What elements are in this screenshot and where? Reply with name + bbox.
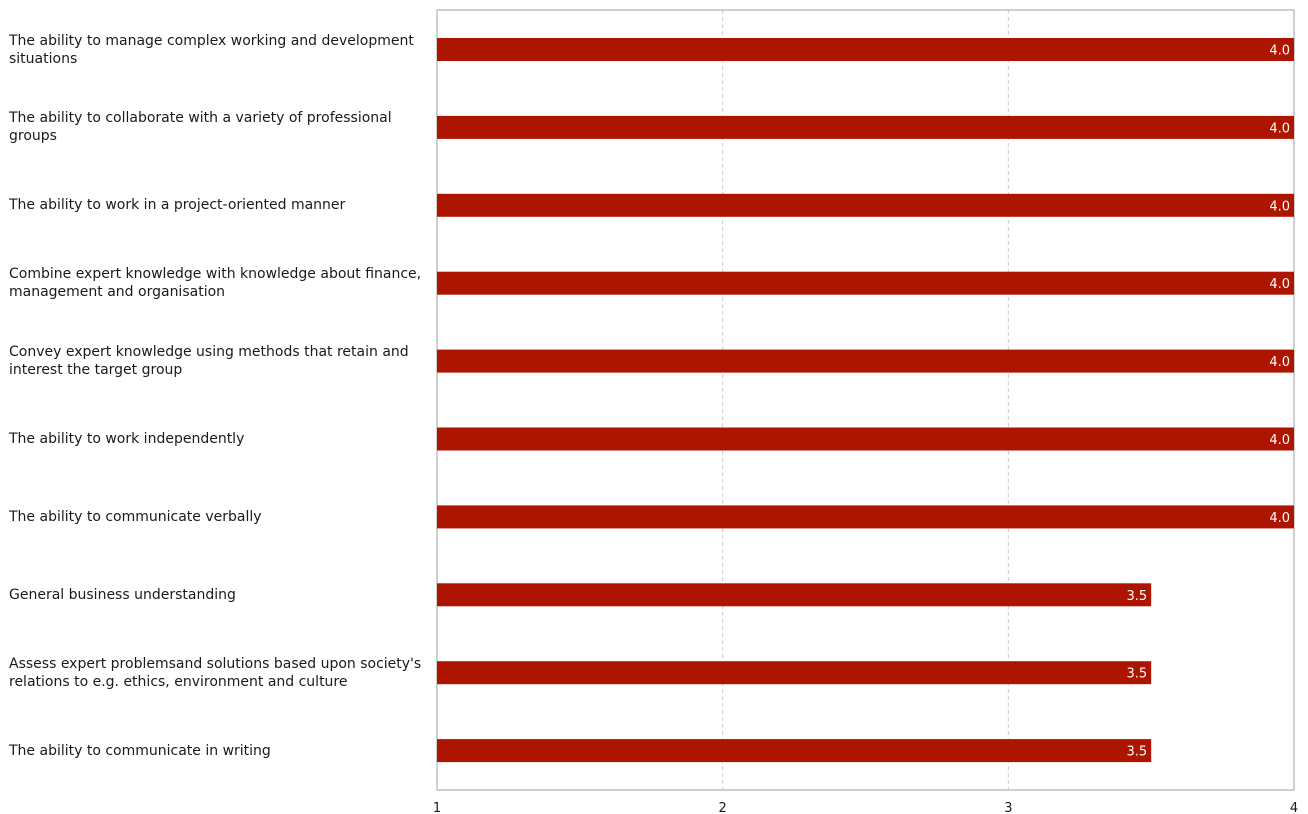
x-tick-label: 2 [719, 801, 727, 814]
category-label: Convey expert knowledge using methods th… [9, 344, 409, 379]
category-label: The ability to manage complex working an… [9, 32, 414, 67]
bar-value-label: 3.5 [1126, 589, 1147, 604]
bar [437, 739, 1152, 763]
category-label: The ability to communicate in writing [9, 742, 271, 759]
x-tick-label: 4 [1290, 801, 1298, 814]
bar-value-label: 3.5 [1126, 745, 1147, 760]
bar-value-label: 4.0 [1269, 433, 1290, 448]
category-label: The ability to work independently [9, 431, 245, 447]
category-label: Combine expert knowledge with knowledge … [9, 266, 422, 301]
bar [437, 427, 1294, 451]
plot-frame [436, 9, 1295, 791]
bar-value-label: 4.0 [1269, 355, 1290, 370]
bar-value-label: 4.0 [1269, 199, 1290, 214]
x-tick-label: 1 [433, 801, 441, 814]
bar [437, 271, 1294, 295]
bar [437, 505, 1294, 529]
category-label: The ability to work in a project-oriente… [9, 197, 346, 214]
category-label: The ability to communicate verbally [9, 508, 262, 525]
bar [437, 583, 1152, 607]
bar [437, 193, 1294, 217]
x-tick-label: 3 [1004, 801, 1012, 814]
bar-value-label: 4.0 [1269, 44, 1290, 59]
bar [437, 38, 1294, 61]
bar-value-label: 3.5 [1126, 667, 1147, 682]
category-label: General business understanding [9, 586, 236, 603]
bar [437, 661, 1152, 685]
bar [437, 115, 1294, 139]
category-label: Assess expert problemsand solutions base… [9, 655, 422, 690]
bar-value-label: 4.0 [1269, 277, 1290, 292]
category-label: The ability to collaborate with a variet… [9, 110, 392, 145]
bar [437, 349, 1294, 373]
bar-value-label: 4.0 [1269, 121, 1290, 136]
bar-value-label: 4.0 [1269, 511, 1290, 526]
